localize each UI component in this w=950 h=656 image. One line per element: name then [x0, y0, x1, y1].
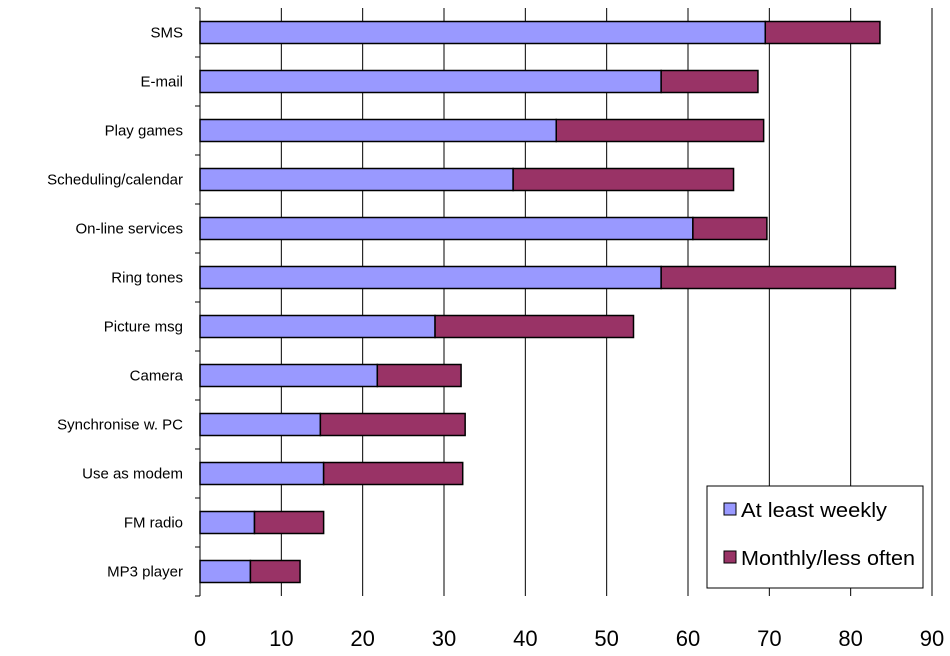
bar-segment-monthly: [322, 461, 464, 486]
bar-segment-monthly: [660, 265, 897, 290]
bar-segment-monthly: [253, 510, 325, 535]
bar-segment-weekly: [199, 167, 514, 192]
x-tick-label: 30: [432, 626, 456, 651]
legend-swatch-weekly: [723, 502, 737, 516]
category-label: Synchronise w. PC: [57, 417, 183, 434]
category-label: On-line services: [75, 221, 183, 238]
bar-segment-weekly: [199, 412, 322, 437]
bar-segment-weekly: [199, 314, 436, 339]
x-tick-label: 10: [269, 626, 293, 651]
axes: [195, 7, 201, 597]
x-tick-label: 90: [920, 626, 944, 651]
bar-segment-weekly: [199, 118, 557, 143]
bar-segment-monthly: [692, 216, 768, 241]
category-label: SMS: [150, 25, 183, 42]
x-tick-label: 70: [757, 626, 781, 651]
x-tick-label: 40: [513, 626, 537, 651]
bar-segment-weekly: [199, 363, 379, 388]
category-label: E-mail: [140, 74, 183, 91]
bar-segment-weekly: [199, 559, 252, 584]
x-tick-label: 20: [350, 626, 374, 651]
bar-segment-weekly: [199, 69, 662, 94]
bar-segment-weekly: [199, 510, 256, 535]
x-tick-label: 50: [594, 626, 618, 651]
legend-swatch-monthly: [723, 550, 737, 564]
bars: [199, 20, 897, 584]
bar-segment-weekly: [199, 216, 694, 241]
category-label: Use as modem: [82, 466, 183, 483]
category-label: Scheduling/calendar: [47, 172, 183, 189]
bar-segment-weekly: [199, 265, 662, 290]
legend-label-monthly: Monthly/less often: [741, 548, 915, 570]
category-label: Play games: [105, 123, 183, 140]
bar-segment-weekly: [199, 20, 767, 45]
category-label: Camera: [130, 368, 184, 385]
legend-box: [706, 485, 924, 589]
bar-segment-weekly: [199, 461, 325, 486]
bar-segment-monthly: [434, 314, 635, 339]
category-label: Picture msg: [104, 319, 183, 336]
bar-segment-monthly: [319, 412, 466, 437]
bar-segment-monthly: [376, 363, 462, 388]
bar-segment-monthly: [512, 167, 735, 192]
legend: At least weekly Monthly/less often: [706, 485, 924, 589]
x-tick-label: 80: [838, 626, 862, 651]
category-labels: SMS E-mail Play games Scheduling/calendar On…: [47, 25, 184, 581]
bar-segment-monthly: [555, 118, 765, 143]
category-label: Ring tones: [111, 270, 183, 287]
category-label: FM radio: [124, 515, 183, 532]
x-tick-labels: 0 10 20 30 40 50 60 70 80 90: [194, 626, 944, 651]
bar-segment-monthly: [764, 20, 881, 45]
bar-segment-monthly: [660, 69, 759, 94]
legend-label-weekly: At least weekly: [741, 500, 887, 522]
category-label: MP3 player: [107, 564, 183, 581]
bar-segment-monthly: [249, 559, 301, 584]
x-tick-label: 0: [194, 626, 206, 651]
x-tick-label: 60: [676, 626, 700, 651]
